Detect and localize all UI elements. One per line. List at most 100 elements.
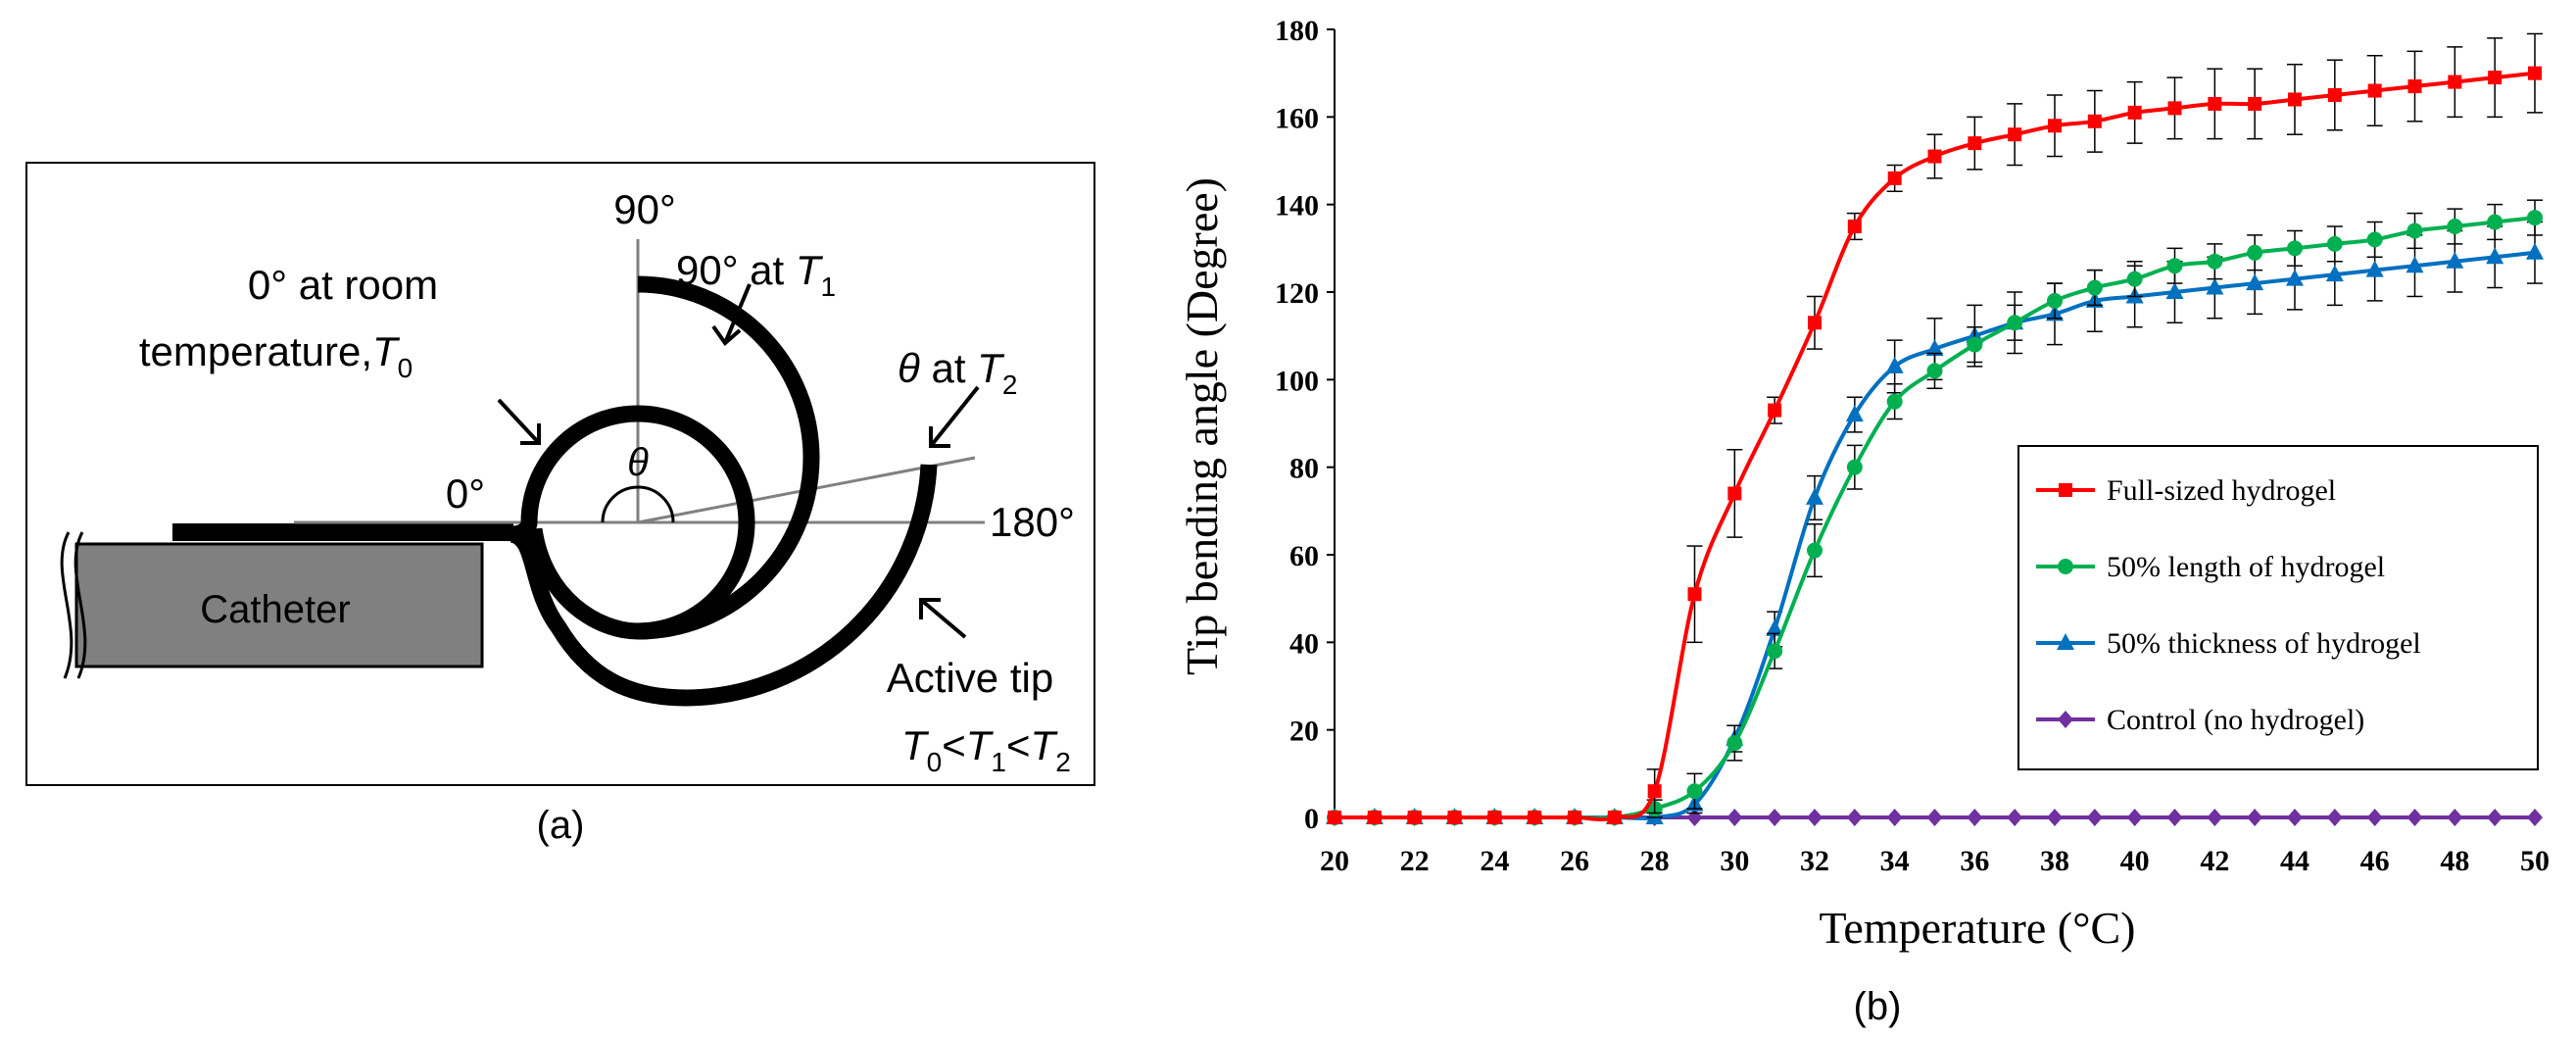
data-point [2326, 809, 2343, 826]
arrowhead-active-tip [919, 598, 941, 619]
data-point [1885, 356, 1904, 373]
data-point [1647, 784, 1662, 799]
arrow-T0 [497, 398, 541, 445]
y-tick-label: 100 [1275, 365, 1319, 397]
data-point [1607, 811, 1622, 824]
data-point [1407, 811, 1422, 824]
data-point [2528, 66, 2542, 80]
label-T2-mid: at [920, 345, 977, 391]
data-point [2207, 809, 2223, 826]
data-point [2206, 277, 2224, 295]
data-point [1967, 809, 1983, 826]
y-axis-label: Tip bending angle (Degree) [1177, 177, 1227, 675]
y-tick-label: 20 [1289, 716, 1319, 748]
catheter-break-mark [60, 531, 73, 679]
data-point [1528, 811, 1542, 824]
data-point [2008, 127, 2022, 142]
y-tick-label: 160 [1275, 102, 1319, 134]
x-tick-label: 30 [1720, 845, 1749, 877]
label-180: 180° [990, 499, 1075, 545]
data-point [1845, 405, 1864, 422]
x-tick-label: 26 [1560, 845, 1589, 877]
x-tick-label: 46 [2360, 845, 2390, 877]
data-point [1766, 618, 1784, 636]
label-room-T: T [372, 328, 401, 374]
ineq-T0: T [901, 722, 930, 768]
data-point [1807, 542, 1823, 559]
data-point [2166, 809, 2183, 826]
data-point [1447, 811, 1462, 824]
y-tick-label: 40 [1289, 627, 1319, 660]
data-point [2366, 231, 2383, 248]
data-point [1926, 809, 1943, 826]
data-point [2126, 809, 2143, 826]
ineq-sub1: 1 [991, 747, 1006, 777]
legend-label: Full-sized hydrogel [2107, 474, 2336, 507]
data-point [2326, 235, 2343, 252]
data-point [1807, 809, 1823, 826]
x-tick-label: 34 [1880, 845, 1910, 877]
label-T2-theta: θ [898, 345, 920, 391]
data-point [2086, 809, 2103, 826]
y-tick-label: 140 [1275, 190, 1319, 222]
catheter-break-mark [73, 531, 87, 679]
data-point [1925, 339, 1944, 357]
data-point [2247, 809, 2263, 826]
legend-marker [2057, 633, 2074, 650]
ineq-lt1: < [942, 722, 966, 768]
x-tick-label: 38 [2040, 845, 2069, 877]
data-point [2248, 96, 2262, 111]
label-T2-T: T [977, 345, 1005, 391]
data-point [2127, 105, 2142, 120]
data-point [2526, 242, 2544, 260]
legend-label: 50% thickness of hydrogel [2107, 627, 2421, 660]
catheter-strip [172, 523, 513, 541]
data-point [2208, 96, 2222, 111]
active-tip-0-at-T0 [510, 405, 755, 640]
label-T2: θ at T2 [898, 345, 1017, 400]
x-tick-label: 28 [1640, 845, 1670, 877]
label-0: 0° [446, 470, 485, 517]
data-point [2287, 240, 2303, 257]
data-point [2325, 265, 2344, 282]
x-tick-label: 32 [1800, 845, 1829, 877]
ineq-sub2: 2 [1055, 747, 1071, 777]
x-tick-label: 24 [1480, 845, 1509, 877]
data-point [2447, 219, 2463, 234]
data-point [2527, 809, 2543, 826]
data-point [2247, 244, 2263, 261]
panel-a-label: (a) [537, 804, 585, 847]
theta-arc [601, 485, 675, 523]
data-point [2448, 74, 2462, 89]
data-point [1367, 811, 1382, 824]
data-point [1968, 136, 1982, 151]
data-point [1886, 393, 1903, 410]
legend-marker [2058, 559, 2073, 574]
legend-items: Full-sized hydrogel 50% length of hydroge… [2036, 474, 2421, 736]
arrowhead-T2 [929, 426, 950, 448]
label-room-sub: 0 [398, 353, 413, 383]
data-point [1926, 363, 1943, 379]
label-T1-prefix: 90° at [676, 247, 796, 293]
data-point [1806, 487, 1823, 505]
data-point [1768, 403, 1782, 418]
ineq-lt2: < [1006, 722, 1031, 768]
y-tick-label: 60 [1289, 540, 1319, 572]
series-0 [1328, 32, 2543, 824]
data-point [2287, 809, 2303, 826]
ineq-T2: T [1031, 722, 1059, 768]
data-point [1687, 587, 1702, 602]
data-point [2366, 809, 2383, 826]
data-point [1727, 486, 1742, 501]
data-point [1927, 149, 1942, 164]
label-inequality: T0<T1<T2 [901, 722, 1071, 777]
legend-marker [2058, 711, 2073, 728]
data-point [2007, 809, 2023, 826]
y-tick-label: 80 [1289, 453, 1319, 485]
data-point [2487, 214, 2503, 230]
data-point [2407, 79, 2422, 94]
data-point [2126, 271, 2143, 287]
data-point [1686, 783, 1703, 800]
catheter-body [74, 542, 484, 668]
data-point [2486, 247, 2504, 265]
